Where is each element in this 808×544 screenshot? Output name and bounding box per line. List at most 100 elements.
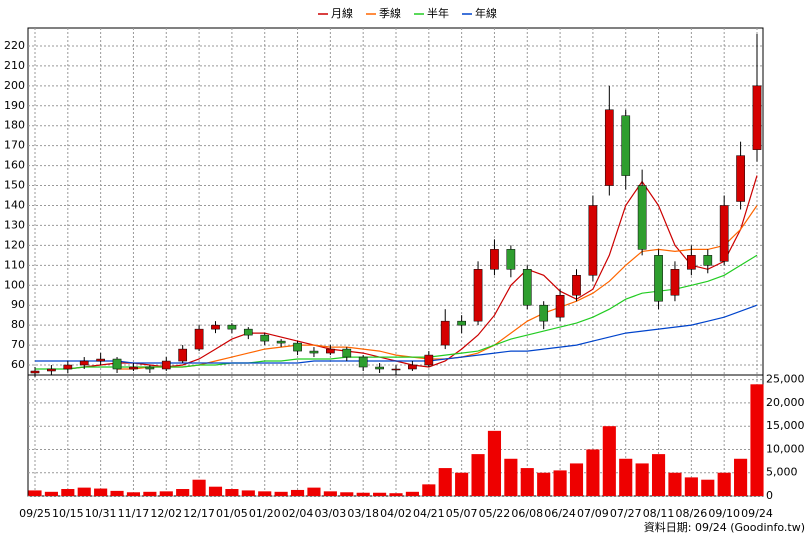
volume-bar [159,491,173,496]
volume-bar [274,491,288,496]
volume-bar [487,430,502,496]
x-tick-label: 11/17 [118,507,150,520]
y-tick-label: 160 [4,159,25,172]
volume-bar [586,449,600,496]
candle-body [539,304,549,322]
x-tick-label: 07/09 [577,507,609,520]
legend-label: 月線 [331,6,353,20]
x-tick-label: 05/22 [479,507,511,520]
x-tick-label: 03/18 [347,507,379,520]
volume-bar [389,493,403,496]
candle-body [227,324,237,330]
volume-bar [537,472,551,496]
candle-body [719,205,729,262]
ma-line [117,205,758,370]
volume-bar [126,492,141,496]
volume-bar [569,463,584,496]
x-tick-label: 09/10 [708,507,740,520]
y-tick-label: 110 [4,258,25,271]
candle-body [457,320,466,326]
x-tick-label: 09/25 [19,507,51,520]
y-tick-label: 100 [4,278,25,291]
candle-body [572,275,581,296]
y2-tick-label: 0 [766,489,773,502]
y-tick-label: 60 [11,358,25,371]
x-tick-label: 12/17 [183,507,215,520]
x-tick-label: 08/26 [676,507,708,520]
volume-bar [471,454,485,496]
candle-body [276,340,286,344]
y-tick-label: 150 [4,179,25,192]
legend-label: 季線 [379,6,401,20]
x-tick-label: 10/31 [85,507,117,520]
y2-tick-label: 5,000 [766,466,798,479]
y-tick-label: 130 [4,218,25,231]
volume-bar [651,454,666,496]
volume-bar [422,484,436,496]
volume-bar [28,490,42,496]
volume-bar [61,489,75,496]
volume-bar [684,477,698,496]
candle-body [63,364,73,370]
volume-bar [504,458,518,496]
candle-body [96,358,105,362]
volume-bar [438,468,452,496]
x-tick-label: 01/05 [216,507,248,520]
y-tick-label: 220 [4,39,25,52]
volume-bar [668,472,682,496]
x-tick-label: 09/24 [741,507,773,520]
volume-bar [405,491,419,496]
candle-body [47,368,56,372]
x-tick-label: 12/02 [150,507,182,520]
candle-body [752,85,762,150]
candle-body [161,360,171,370]
x-tick-label: 08/11 [643,507,675,520]
volume-bar [208,486,223,496]
y-tick-label: 90 [11,298,25,311]
volume-bar [110,490,124,496]
x-tick-label: 03/03 [315,507,347,520]
candle-body [555,294,565,318]
candle-body [30,370,40,374]
volume-bar [307,487,321,496]
y-tick-label: 200 [4,79,25,92]
candle-body [736,155,745,202]
candle-body [408,364,417,370]
volume-bar [717,472,731,496]
candle-body [79,360,89,366]
legend-label: 年線 [475,6,497,20]
volume-bar [192,479,206,496]
x-tick-label: 04/02 [380,507,412,520]
candle-body [112,358,122,370]
volume-bar [750,384,764,496]
candle-body [129,366,138,370]
volume-bar [455,472,469,496]
candle-body [293,342,302,352]
ma-line [35,254,758,370]
candle-body [654,255,663,302]
x-tick-label: 10/15 [52,507,84,520]
legend-label: 半年 [427,6,449,20]
candle-body [375,366,384,370]
y2-tick-label: 25,000 [766,373,805,386]
x-tick-label: 02/04 [282,507,314,520]
candle-body [637,185,647,250]
x-tick-label: 06/08 [511,507,543,520]
candle-body [670,269,680,296]
volume-bar [602,426,616,496]
candle-body [440,320,450,346]
candle-body [687,255,696,270]
candle-body [194,328,204,350]
candle-body [309,350,319,354]
y-tick-label: 180 [4,119,25,132]
volume-bar [635,463,649,496]
candle-body [473,269,483,322]
y-tick-label: 190 [4,99,25,112]
candle-body [621,115,631,176]
candle-body [260,334,270,342]
x-tick-label: 07/27 [610,507,642,520]
volume-bar [323,491,337,496]
y-tick-label: 80 [11,318,25,331]
volume-bar [77,487,91,496]
